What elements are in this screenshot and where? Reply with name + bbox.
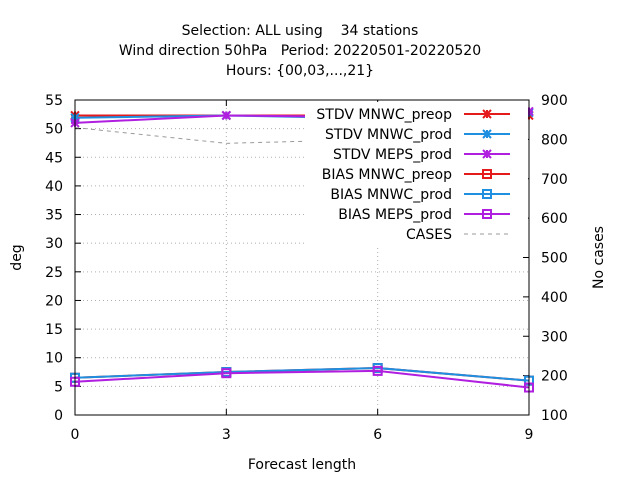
y-tick-label: 40: [45, 179, 63, 195]
legend-marker: [482, 189, 492, 199]
y2-tick-label: 200: [541, 369, 568, 385]
data-point: [221, 368, 232, 379]
legend-marker: [482, 149, 492, 159]
y2-tick-label: 900: [541, 93, 568, 109]
y2-tick-label: 700: [541, 172, 568, 188]
y-axis-label: deg: [9, 244, 25, 270]
chart-title: Selection: ALL using 34 stations Wind dir…: [119, 23, 481, 79]
y-tick-label: 20: [45, 293, 63, 309]
y-tick-label: 50: [45, 122, 63, 138]
series-line-5: [74, 369, 530, 389]
x-tick-label: 9: [525, 427, 534, 443]
y-tick-label: 0: [54, 408, 63, 424]
y2-tick-label: 500: [541, 251, 568, 267]
y-tick-label: 30: [45, 236, 63, 252]
legend-marker: [482, 209, 492, 219]
legend-label: BIAS MNWC_prod: [330, 187, 452, 203]
y-tick-label: 5: [54, 379, 63, 395]
data-point: [372, 365, 383, 376]
y2-tick-label: 100: [541, 408, 568, 424]
x-tick-label: 6: [373, 427, 382, 443]
y-axis-ticks: 0 5 10 15 20 25 30 35 40 45 50 55: [45, 93, 81, 424]
data-point: [221, 110, 232, 121]
y2-tick-label: 800: [541, 132, 568, 148]
legend-label: CASES: [406, 227, 452, 243]
y2-tick-label: 400: [541, 290, 568, 306]
y-tick-label: 55: [45, 93, 63, 109]
chart-title-line: Hours: {00,03,...,21}: [226, 63, 374, 79]
y-tick-label: 25: [45, 265, 63, 281]
y2-axis-label: No cases: [591, 226, 607, 289]
legend-label: STDV MNWC_preop: [316, 107, 452, 123]
series-line-4: [74, 367, 530, 382]
legend-marker: [482, 169, 492, 179]
legend-label: BIAS MEPS_prod: [338, 207, 452, 223]
y-tick-label: 10: [45, 351, 63, 367]
x-tick-label: 3: [222, 427, 231, 443]
y-tick-label: 35: [45, 208, 63, 224]
chart-title-line: Wind direction 50hPa Period: 20220501-20…: [119, 43, 481, 59]
legend: STDV MNWC_preop STDV MNWC_prod STDV MEPS_p…: [316, 107, 510, 243]
y2-tick-label: 300: [541, 329, 568, 345]
x-tick-label: 0: [71, 427, 80, 443]
y-tick-label: 45: [45, 150, 63, 166]
y2-axis-ticks: 100 200 300 400 500 600 700 800 900: [523, 93, 568, 424]
y2-tick-label: 600: [541, 211, 568, 227]
legend-marker: [482, 129, 492, 139]
legend-label: BIAS MNWC_preop: [322, 167, 452, 183]
legend-label: STDV MEPS_prod: [333, 147, 452, 163]
plot-frame: [74, 99, 530, 416]
chart-title-line: Selection: ALL using 34 stations: [182, 23, 419, 39]
y-tick-label: 15: [45, 322, 63, 338]
legend-marker: [482, 109, 492, 119]
x-axis-label: Forecast length: [248, 457, 356, 473]
legend-label: STDV MNWC_prod: [325, 127, 452, 143]
